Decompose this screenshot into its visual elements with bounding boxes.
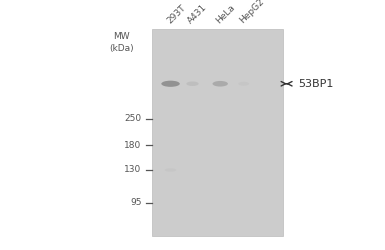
Text: HeLa: HeLa [214,2,236,25]
Text: 130: 130 [124,166,142,174]
Text: HepG2: HepG2 [237,0,265,25]
Ellipse shape [186,82,199,86]
Text: MW: MW [113,32,130,41]
Text: 95: 95 [130,198,142,207]
Text: 53BP1: 53BP1 [298,79,334,89]
Text: 293T: 293T [165,3,187,25]
Ellipse shape [161,81,180,87]
Ellipse shape [238,82,249,86]
Text: 180: 180 [124,140,142,149]
Text: (kDa): (kDa) [109,44,134,53]
Text: 250: 250 [125,114,142,123]
Ellipse shape [213,81,228,86]
Bar [152,29,283,236]
Text: A431: A431 [186,2,209,25]
Ellipse shape [165,168,176,172]
